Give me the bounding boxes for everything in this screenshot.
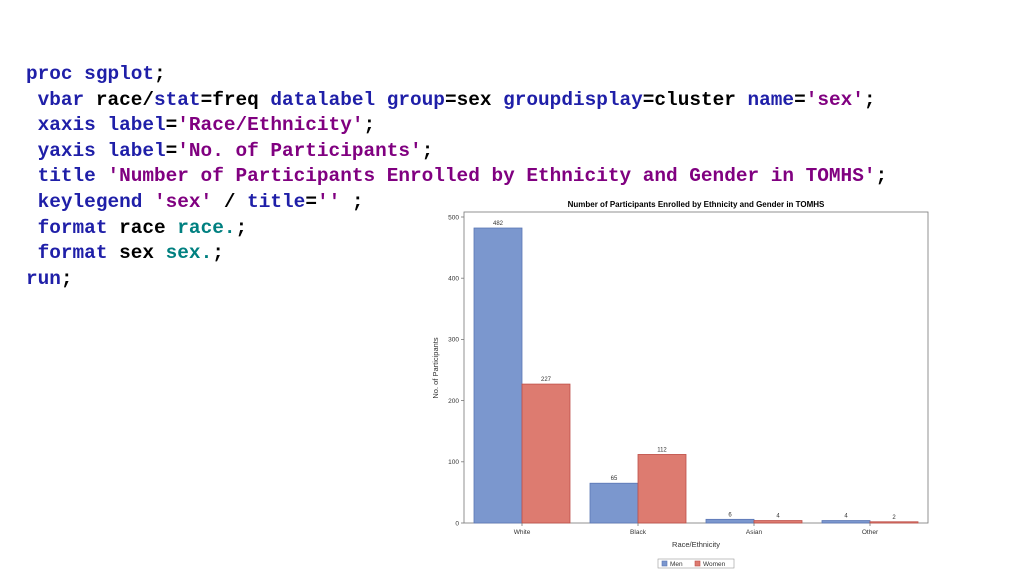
chart-title: Number of Participants Enrolled by Ethni… [568,200,825,209]
code-token: ; [60,267,73,290]
x-tick-label: Other [862,529,879,536]
code-line: xaxis label='Race/Ethnicity'; [26,113,887,139]
y-axis-label: No. of Participants [431,337,440,399]
y-tick-label: 500 [448,214,459,221]
y-tick-label: 400 [448,276,459,283]
code-token: 'Race/Ethnicity' [177,114,364,137]
code-token: race. [177,216,236,239]
code-token: '' [316,190,341,213]
legend-label-men: Men [670,561,683,568]
code-token: yaxis label [26,139,166,162]
bar-women-black [637,454,687,524]
x-tick-label: White [514,529,531,536]
y-tick-label: 200 [448,398,459,405]
sas-code-block: proc sgplot; vbar race/stat=freq datalab… [26,62,887,292]
code-token: sex [107,242,166,265]
bar-men-asian [705,518,755,524]
data-label: 4 [844,514,848,520]
x-tick-label: Black [630,529,647,536]
code-token: =freq [200,88,271,111]
legend-swatch-women [694,560,701,567]
bar-women-white [521,383,571,524]
y-tick-label: 0 [455,520,459,527]
code-token: ; [363,114,376,137]
data-label: 2 [892,515,896,521]
bar-men-white [473,227,523,524]
bar-women-other [869,521,919,524]
data-label: 4 [776,514,780,520]
code-token: = [165,114,178,137]
code-token: 'sex' [154,190,213,213]
data-label: 227 [541,377,552,383]
code-token: title [247,190,306,213]
code-token: format [26,242,108,265]
code-token: groupdisplay [503,88,643,111]
code-token: = [305,190,317,213]
code-token: 'No. of Participants' [177,139,422,162]
data-label: 482 [493,221,504,227]
code-token: xaxis label [26,114,166,137]
x-axis: White Black Asian Other [514,523,879,536]
code-line: format sex sex.; [26,241,887,267]
code-line: run; [26,267,887,293]
code-token: 'sex' [805,88,864,111]
code-token: = [794,88,806,111]
x-axis-label: Race/Ethnicity [672,540,720,549]
code-token: = [165,139,178,162]
y-tick-label: 100 [448,459,459,466]
code-line: title 'Number of Participants Enrolled b… [26,164,887,190]
code-token: run [26,267,61,290]
code-token: proc sgplot [26,63,154,85]
code-token: race [107,216,178,239]
code-line: yaxis label='No. of Participants'; [26,139,887,165]
code-token: / [212,190,248,213]
code-token: title [26,165,96,188]
bar-men-other [821,520,871,524]
code-token: ; [875,165,888,188]
code-token: sex. [165,242,213,265]
code-token: keylegend [26,190,143,213]
code-token: stat [154,88,201,111]
data-label: 65 [611,476,618,482]
code-token: =sex [444,88,504,111]
legend: Men Women [657,558,735,569]
data-label: 112 [657,447,667,453]
x-tick-label: Asian [746,529,763,536]
bars-group: 482 227 65 112 6 4 4 2 [473,221,919,524]
y-axis: 0 100 200 300 400 500 [448,214,464,527]
code-line: vbar race/stat=freq datalabel group=sex … [26,88,887,114]
code-token: group [386,88,445,111]
code-token: ; [863,88,876,111]
code-token: ; [340,190,364,213]
legend-label-women: Women [703,561,726,568]
legend-swatch-men [661,560,668,567]
code-token: format [26,216,108,239]
y-tick-label: 300 [448,337,459,344]
code-token: 'Number of Participants Enrolled by Ethn… [107,165,876,188]
code-token: datalabel [270,88,376,111]
code-token: ; [235,216,248,239]
bar-men-black [589,482,639,524]
data-label: 6 [728,512,732,518]
bar-women-asian [753,520,803,524]
code-line: proc sgplot; [26,62,887,88]
code-token: ; [154,63,166,85]
code-token: name [747,88,795,111]
code-line: keylegend 'sex' / title='' ; [26,190,887,216]
code-token: ; [212,242,224,265]
code-token: ; [421,139,434,162]
code-token: race/ [84,88,155,111]
code-line: format race race.; [26,216,887,242]
code-token: =cluster [642,88,748,111]
code-token: vbar [26,88,85,111]
